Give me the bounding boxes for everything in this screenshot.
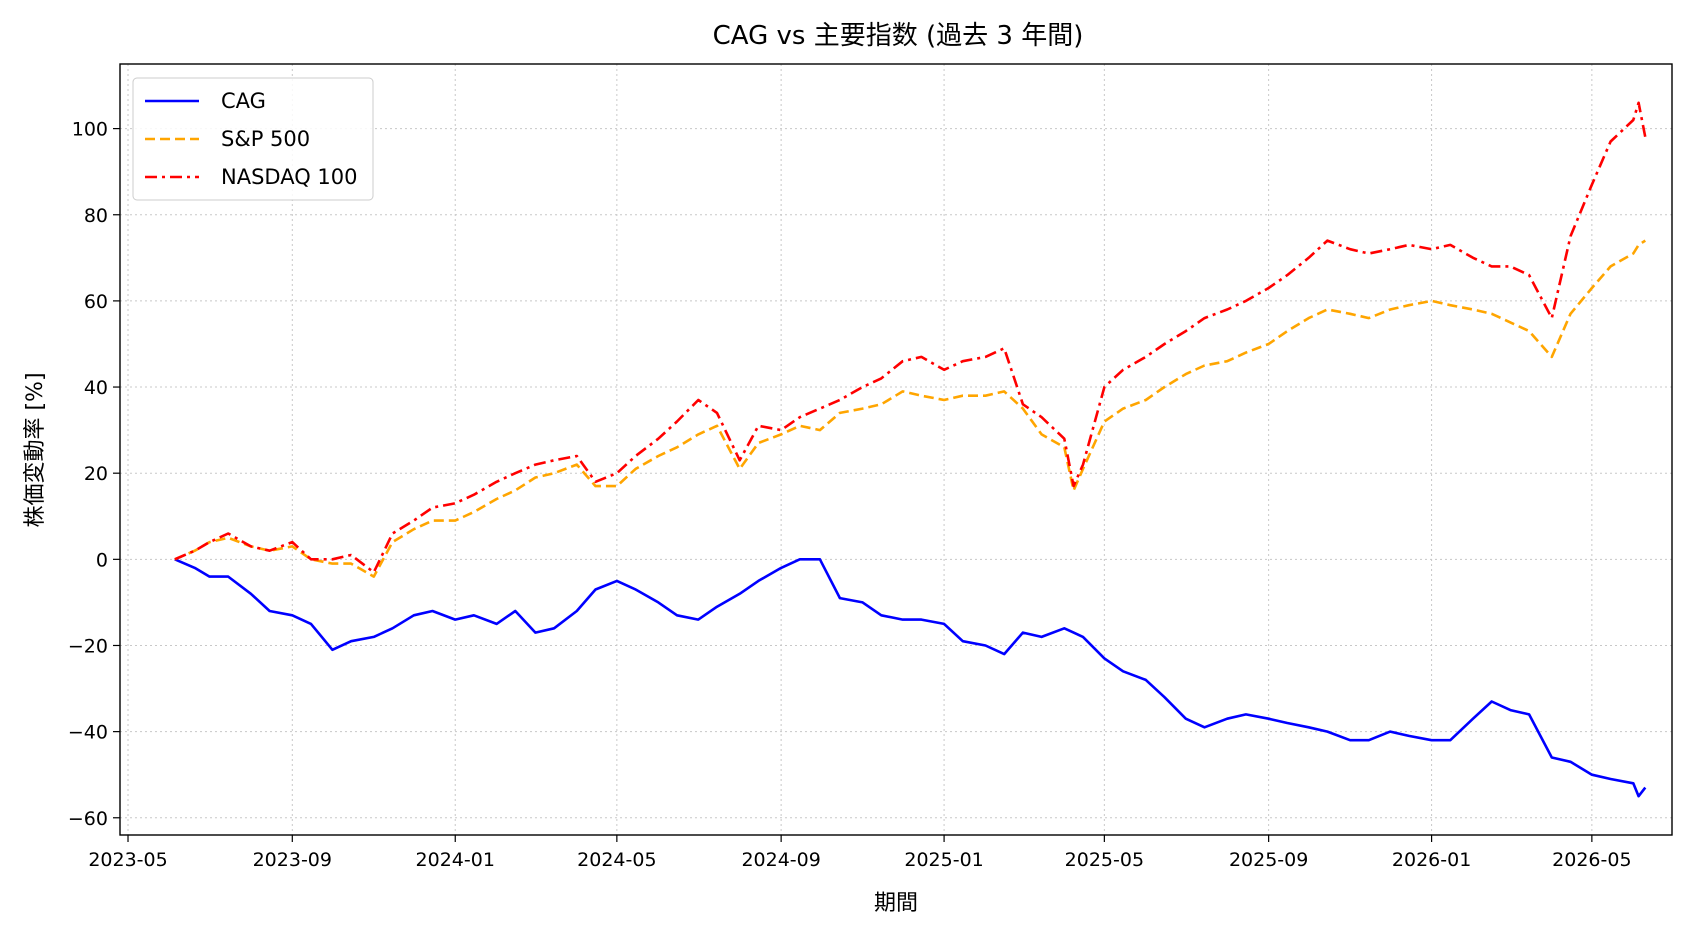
ticks: 2023-05 2023-09 2024-01 2024-05 2024-09 2025-…	[68, 119, 1632, 871]
legend: CAG S&P 500 NASDAQ 100	[132, 77, 374, 201]
y-tick-label: 100	[72, 119, 108, 141]
legend-label: CAG	[221, 89, 266, 113]
y-tick-label: −20	[68, 635, 108, 657]
y-tick-label: 60	[84, 291, 108, 313]
chart-title: CAG vs 主要指数 (過去 3 年間)	[713, 21, 1084, 51]
x-tick-label: 2025-09	[1229, 849, 1308, 871]
x-tick-label: 2023-05	[88, 849, 167, 871]
x-tick-label: 2025-01	[904, 849, 983, 871]
x-tick-label: 2024-05	[577, 849, 656, 871]
y-axis-label: 株価変動率 [%]	[23, 372, 48, 527]
x-tick-label: 2025-05	[1065, 849, 1144, 871]
y-tick-label: −40	[68, 722, 108, 744]
x-axis-label: 期間	[874, 891, 918, 916]
legend-label: NASDAQ 100	[221, 165, 358, 189]
y-tick-label: 40	[84, 377, 108, 399]
y-tick-label: 80	[84, 205, 108, 227]
series-layer	[174, 101, 1647, 798]
y-tick-label: 0	[96, 549, 108, 571]
x-tick-label: 2026-01	[1392, 849, 1471, 871]
series-line-nasdaq-100	[174, 101, 1647, 574]
legend-label: S&P 500	[221, 127, 310, 151]
grid	[120, 64, 1672, 835]
x-tick-label: 2024-01	[416, 849, 495, 871]
x-tick-label: 2026-05	[1552, 849, 1631, 871]
series-line-cag	[174, 557, 1647, 798]
plot-frame	[119, 63, 1673, 836]
y-tick-label: −60	[68, 808, 108, 830]
legend-box	[132, 77, 374, 201]
x-tick-label: 2023-09	[253, 849, 332, 871]
series-line-s-p-500	[174, 239, 1647, 578]
y-tick-label: 20	[84, 463, 108, 485]
x-tick-label: 2024-09	[741, 849, 820, 871]
